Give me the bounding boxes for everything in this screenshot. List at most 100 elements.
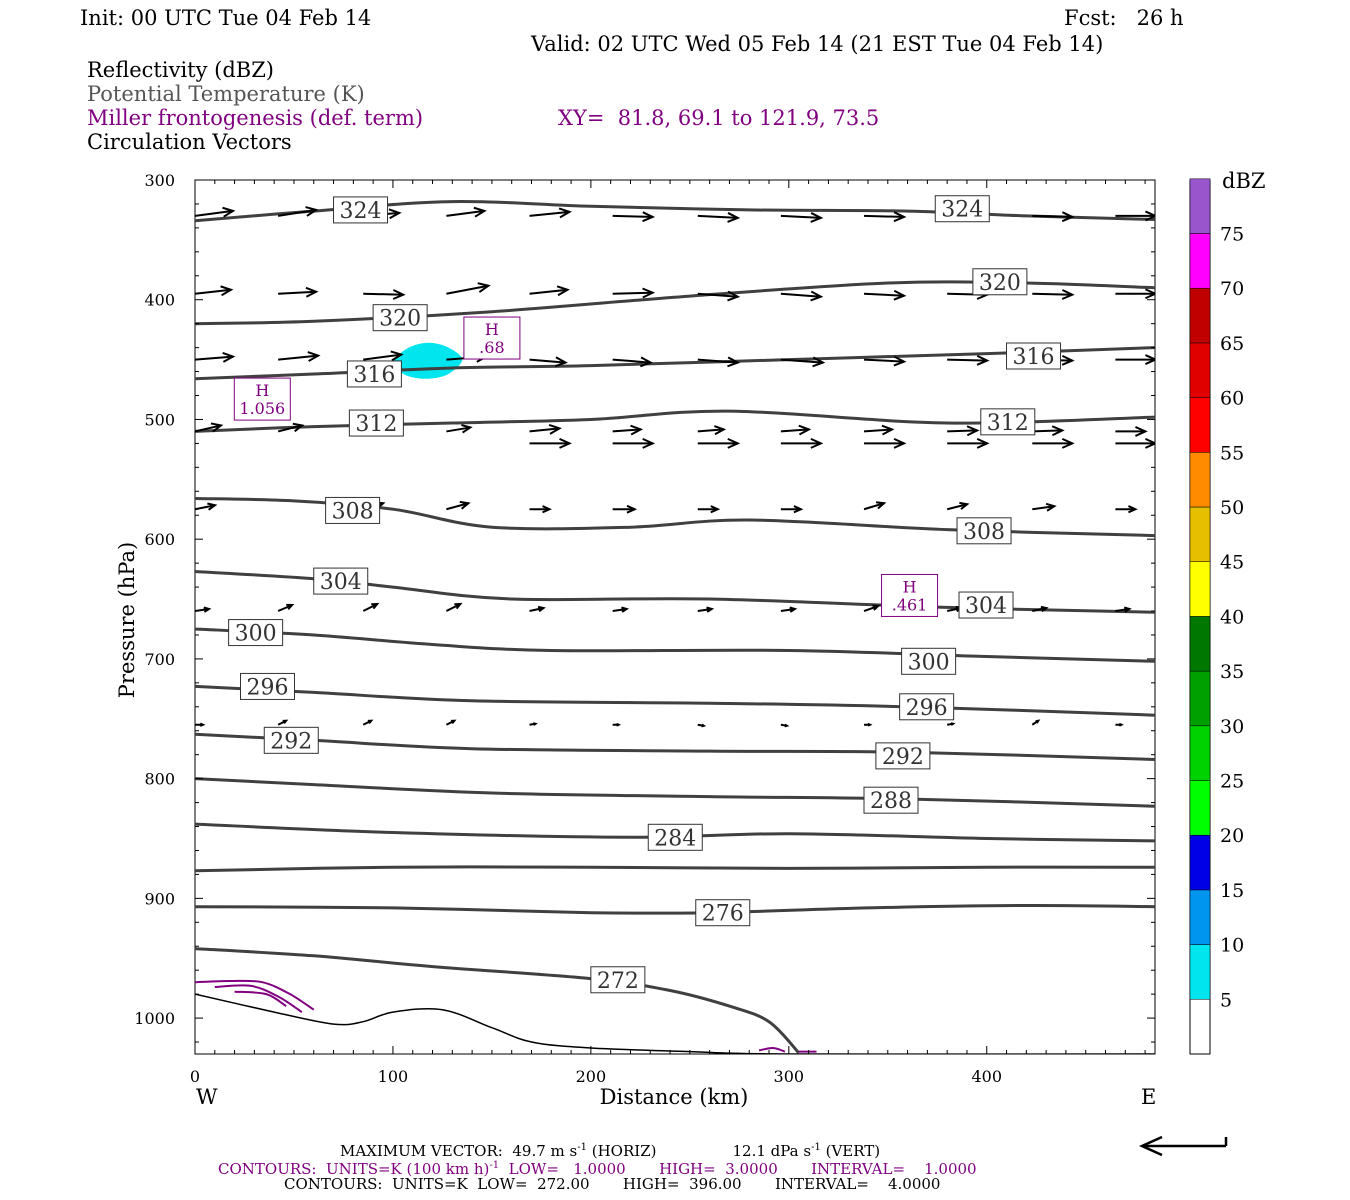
vector-head xyxy=(388,208,402,220)
isentrope-label-box-300-0 xyxy=(228,619,284,647)
terrain-line xyxy=(195,993,1155,1054)
footer-contours-frontogenesis: CONTOURS: UNITS=K (100 km h)-1 LOW= 1.00… xyxy=(218,1160,977,1178)
vector-shaft xyxy=(863,502,885,511)
y-tick-label: 1000 xyxy=(134,1009,175,1028)
isentrope-label-292-0: 292 xyxy=(270,729,312,754)
vector-shaft xyxy=(780,428,809,433)
circulation-vector xyxy=(529,605,546,613)
circulation-vector xyxy=(947,425,980,437)
frontogenesis-contour-2 xyxy=(234,990,287,1007)
field-potential-temperature: Potential Temperature (K) xyxy=(87,82,365,106)
vector-head xyxy=(207,502,218,511)
circulation-vector xyxy=(1032,502,1057,512)
circulation-vector xyxy=(277,603,295,612)
isentrope-label-box-296-1 xyxy=(899,693,955,721)
colorbar-swatch-10 xyxy=(1189,889,1211,945)
x-tick-label: 0 xyxy=(190,1067,200,1086)
y-axis-title: Pressure (hPa) xyxy=(115,542,139,698)
circulation-vector xyxy=(195,422,224,433)
circulation-vector xyxy=(697,505,721,514)
isentrope-label-box-296-0 xyxy=(240,672,296,700)
circulation-vector xyxy=(529,356,568,368)
field-miller-frontogenesis: Miller frontogenesis (def. term) xyxy=(87,106,424,130)
circulation-vector xyxy=(1115,210,1155,222)
vector-head xyxy=(867,722,873,727)
isentrope-label-box-308-1 xyxy=(956,517,1012,545)
y-tick-label: 600 xyxy=(144,530,175,549)
isentrope-label-box-276-0 xyxy=(695,899,751,927)
vector-shaft xyxy=(195,504,216,511)
isentrope-label-box-304-0 xyxy=(313,567,369,595)
vector-head xyxy=(1145,354,1155,366)
isentrope-label-320-1: 320 xyxy=(979,271,1021,296)
isentrope-label-304-1: 304 xyxy=(965,594,1007,619)
isentrope-label-296-0: 296 xyxy=(247,675,289,700)
circulation-vector xyxy=(1032,605,1049,613)
circulation-vector xyxy=(529,505,552,514)
vector-head xyxy=(1061,211,1075,223)
vector-shaft xyxy=(780,214,821,219)
frontogenesis-max-box-2 xyxy=(881,573,939,617)
frontogenesis-max-box-0 xyxy=(233,377,291,421)
x-tick-label: 100 xyxy=(378,1067,409,1086)
isentrope-label-box-316-0 xyxy=(346,360,402,388)
vector-shaft xyxy=(612,214,653,218)
vector-shaft xyxy=(947,358,988,362)
colorbar-swatch-35 xyxy=(1189,616,1211,672)
isentrope-label-box-316-1 xyxy=(1006,342,1062,370)
vector-head xyxy=(793,505,804,514)
vector-shaft xyxy=(697,428,724,433)
frontogenesis-contour-0 xyxy=(195,979,315,1011)
vector-shaft xyxy=(863,428,893,433)
vector-head xyxy=(1061,289,1075,300)
colorbar-label-45: 45 xyxy=(1220,552,1244,574)
isentrope-label-box-312-0 xyxy=(348,409,404,437)
isentrope-280 xyxy=(195,865,1155,873)
isentrope-label-320-0: 320 xyxy=(379,307,421,332)
vector-head xyxy=(554,356,568,368)
isentrope-label-300-0: 300 xyxy=(235,622,277,647)
vector-shaft xyxy=(946,503,968,511)
vector-head xyxy=(706,606,715,613)
isentrope-296 xyxy=(195,684,1155,717)
circulation-vector xyxy=(947,722,956,726)
vector-head xyxy=(727,437,741,449)
vector-shaft xyxy=(1032,292,1073,296)
vector-head xyxy=(307,351,321,362)
vector-head xyxy=(1123,606,1132,613)
y-tick-label: 400 xyxy=(144,291,175,310)
y-tick-label: 300 xyxy=(144,171,175,190)
vector-shaft xyxy=(864,214,905,218)
forecast-hour: Fcst: 26 h xyxy=(1064,6,1184,30)
vector-shaft xyxy=(697,214,738,219)
colorbar-label-30: 30 xyxy=(1220,716,1244,738)
vector-head xyxy=(630,424,644,436)
vector-shaft xyxy=(195,424,222,433)
vector-head xyxy=(548,423,562,435)
vector-head xyxy=(220,285,234,297)
vector-head xyxy=(966,425,980,437)
circulation-vector xyxy=(446,282,491,295)
vector-head xyxy=(893,211,907,223)
circulation-vector xyxy=(863,604,881,612)
isentrope-label-324-0: 324 xyxy=(340,199,382,224)
circulation-vector xyxy=(277,206,319,217)
vector-head xyxy=(1035,719,1041,724)
vector-head xyxy=(1145,210,1155,222)
circulation-vector xyxy=(612,504,638,514)
vector-head xyxy=(727,212,741,223)
isentrope-label-box-312-1 xyxy=(980,408,1036,436)
circulation-vector xyxy=(863,289,907,301)
circulation-vector xyxy=(863,424,895,436)
circulation-vector xyxy=(864,211,907,223)
vector-shaft xyxy=(446,209,485,217)
colorbar-label-25: 25 xyxy=(1220,771,1244,793)
isentrope-label-box-272-0 xyxy=(590,966,646,994)
vector-head xyxy=(1145,437,1155,449)
frontogenesis-max-label-0: H xyxy=(255,381,269,400)
vector-head xyxy=(1051,425,1065,437)
isentrope-label-box-292-0 xyxy=(263,726,319,754)
isentrope-label-box-288-0 xyxy=(863,786,919,814)
vector-head xyxy=(642,437,656,449)
x-axis-title: Distance (km) xyxy=(600,1085,749,1109)
